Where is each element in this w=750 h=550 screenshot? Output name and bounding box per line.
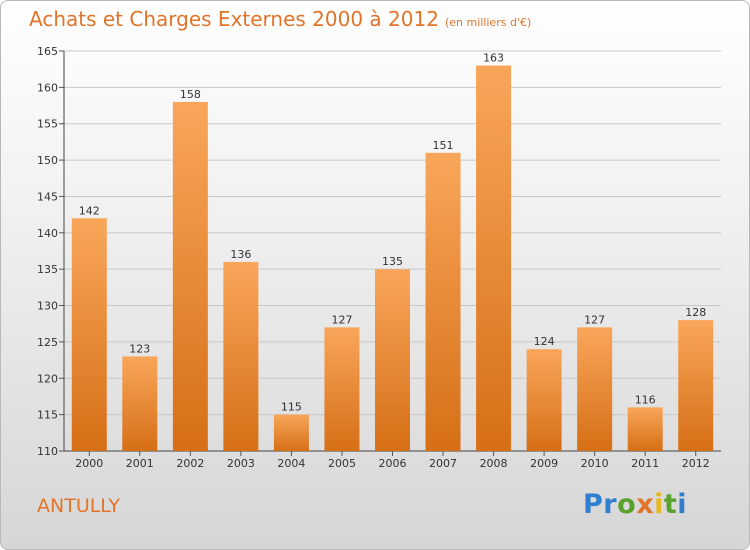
y-tick-label: 140 xyxy=(37,227,58,240)
x-tick-label: 2001 xyxy=(126,457,154,470)
bar-2004 xyxy=(273,414,309,451)
bar-2001 xyxy=(122,356,158,451)
bar-2007 xyxy=(425,152,461,451)
data-label: 115 xyxy=(281,401,302,414)
y-tick-label: 155 xyxy=(37,118,58,131)
data-label: 142 xyxy=(79,204,100,217)
bar-2005 xyxy=(324,327,360,451)
bar-2011 xyxy=(627,407,663,451)
chart-subtitle: (en milliers d'€) xyxy=(444,16,532,29)
x-tick-label: 2006 xyxy=(379,457,407,470)
bars xyxy=(71,65,714,451)
x-tick-label: 2011 xyxy=(631,457,659,470)
logo-letter: i xyxy=(654,489,664,520)
y-tick-label: 115 xyxy=(37,409,58,422)
data-label: 116 xyxy=(635,393,656,406)
y-tick-label: 160 xyxy=(37,81,58,94)
logo-letter: o xyxy=(617,489,637,520)
x-tick-label: 2008 xyxy=(480,457,508,470)
y-tick-label: 165 xyxy=(37,45,58,58)
bar-2012 xyxy=(678,320,714,451)
data-label: 127 xyxy=(584,313,605,326)
data-label: 158 xyxy=(180,88,201,101)
x-tick-label: 2007 xyxy=(429,457,457,470)
bar-2002 xyxy=(172,101,208,451)
bar-2003 xyxy=(223,261,259,451)
data-labels: 142 123 158 136 115 127 135 151 163 124 127 116 128 xyxy=(79,52,706,414)
y-tick-label: 150 xyxy=(37,154,58,167)
bar-2006 xyxy=(375,269,410,451)
brand-logo: Proxiti xyxy=(583,489,687,520)
y-tick-label: 135 xyxy=(37,263,58,276)
data-label: 124 xyxy=(534,335,555,348)
x-tick-label: 2004 xyxy=(277,457,305,470)
data-label: 135 xyxy=(382,255,403,268)
data-label: 136 xyxy=(230,248,251,261)
x-tick-label: 2005 xyxy=(328,457,356,470)
x-tick-labels: 2000 2001 2002 2003 2004 2005 2006 2007 2008 2009… xyxy=(75,451,710,470)
bar-2010 xyxy=(577,327,613,451)
x-tick-label: 2003 xyxy=(227,457,255,470)
chart-title-text: Achats et Charges Externes 2000 à 2012 xyxy=(29,7,439,31)
data-label: 127 xyxy=(331,313,352,326)
data-label: 123 xyxy=(129,342,150,355)
data-label: 128 xyxy=(685,306,706,319)
y-tick-label: 110 xyxy=(37,445,58,458)
x-tick-label: 2010 xyxy=(581,457,609,470)
logo-letter: P xyxy=(583,489,604,520)
y-tick-label: 120 xyxy=(37,372,58,385)
x-tick-label: 2002 xyxy=(176,457,204,470)
bar-2009 xyxy=(526,349,562,451)
x-tick-label: 2009 xyxy=(530,457,558,470)
data-label: 151 xyxy=(433,139,454,152)
y-tick-labels: 110 115 120 125 130 135 140 145 150 155 160 165 xyxy=(37,45,58,458)
x-tick-label: 2012 xyxy=(682,457,710,470)
y-tick-label: 145 xyxy=(37,190,58,203)
bar-2000 xyxy=(71,218,107,451)
y-tick-label: 130 xyxy=(37,300,58,313)
logo-letter: i xyxy=(677,489,688,520)
logo-letter: t xyxy=(663,489,678,520)
data-label: 163 xyxy=(483,52,504,65)
chart-title: Achats et Charges Externes 2000 à 2012 (e… xyxy=(29,7,531,31)
bar-2008 xyxy=(476,65,512,451)
y-tick-label: 125 xyxy=(37,336,58,349)
commune-name: ANTULLY xyxy=(37,495,120,517)
logo-letter: x xyxy=(636,489,655,520)
x-tick-label: 2000 xyxy=(75,457,103,470)
logo-letter: r xyxy=(603,489,618,520)
